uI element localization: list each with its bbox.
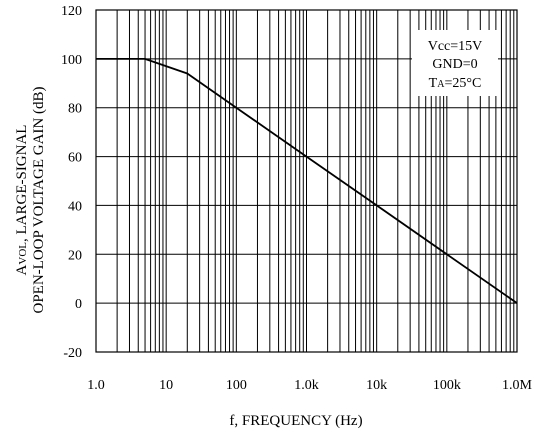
annotation-temp-prefix: T <box>429 76 438 91</box>
y-tick-label: 60 <box>68 151 82 166</box>
annotation-box <box>412 30 498 96</box>
y-axis-label-rest: , LARGE-SIGNAL <box>14 125 30 243</box>
y-tick-label: 40 <box>68 199 82 214</box>
gain-curve <box>96 58 518 304</box>
y-tick-label: 80 <box>68 102 82 117</box>
annotation-temp-rest: =25°C <box>444 76 481 91</box>
x-tick-label: 1.0M <box>502 378 533 393</box>
data-series <box>96 58 518 304</box>
y-tick-label: 20 <box>68 248 82 263</box>
x-tick-label: 100 <box>226 378 247 393</box>
x-axis-label: f, FREQUENCY (Hz) <box>229 413 362 429</box>
y-axis-label-line2: OPEN-LOOP VOLTAGE GAIN (dB) <box>31 87 47 314</box>
conditions-annotation: Vcc=15V GND=0 TA=25°C <box>412 30 498 96</box>
x-tick-label: 1.0k <box>294 378 319 393</box>
annotation-line-gnd: GND=0 <box>432 57 477 72</box>
y-tick-label: -20 <box>63 346 82 361</box>
x-tick-label: 100k <box>433 378 461 393</box>
y-tick-label: 0 <box>75 297 82 312</box>
y-axis-label: AVOL, LARGE-SIGNAL OPEN-LOOP VOLTAGE GAI… <box>14 87 47 314</box>
x-tick-label: 1.0 <box>87 378 105 393</box>
y-tick-label: 120 <box>61 4 82 19</box>
y-tick-labels: 120 100 80 60 40 20 0 -20 <box>61 4 82 361</box>
plot-border <box>95 9 518 353</box>
x-tick-label: 10k <box>366 378 387 393</box>
annotation-temp-subscript: A <box>437 79 445 90</box>
svg-text:TA=25°C: TA=25°C <box>429 76 482 91</box>
grid-lines <box>96 10 517 352</box>
x-tick-label: 10 <box>159 378 173 393</box>
svg-text:AVOL, LARGE-SIGNAL: AVOL, LARGE-SIGNAL <box>14 125 30 276</box>
annotation-line-vcc: Vcc=15V <box>428 39 483 54</box>
y-axis-label-prefix: A <box>14 264 30 275</box>
y-axis-label-subscript: VOL <box>17 242 29 265</box>
y-tick-label: 100 <box>61 53 82 68</box>
x-tick-labels: 1.0 10 100 1.0k 10k 100k 1.0M <box>87 378 532 393</box>
plot-frame <box>95 9 518 353</box>
